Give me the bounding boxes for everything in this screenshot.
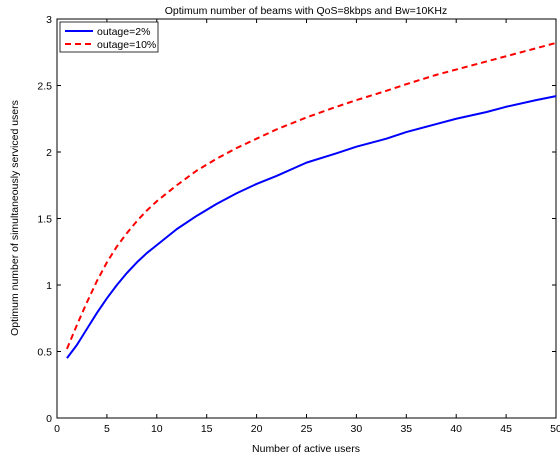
y-tick-label: 0 [46,413,52,425]
y-tick-label: 2.5 [37,81,52,93]
legend-box [59,21,159,53]
chart-title: Optimum number of beams with QoS=8kbps a… [165,5,447,17]
legend: outage=2% outage=10% [59,21,159,53]
series-line-outage-10 [66,41,557,350]
y-tick-label: 3 [46,14,52,26]
x-tick-label: 35 [400,423,412,435]
x-tick-label: 45 [500,423,512,435]
x-axis: 0 5 10 15 20 25 30 35 40 45 50 [54,19,560,435]
x-tick-label: 25 [301,423,313,435]
x-tick-label: 5 [104,423,110,435]
x-tick-label: 15 [201,423,213,435]
x-tick-label: 50 [550,423,560,435]
axes-box [56,18,557,419]
series-layer [66,41,557,359]
legend-label-outage-2: outage=2% [97,26,150,38]
x-tick-label: 0 [54,423,60,435]
x-tick-label: 30 [351,423,363,435]
y-tick-label: 0.5 [37,347,52,359]
x-tick-label: 40 [450,423,462,435]
y-axis: 0 0.5 1 1.5 2 2.5 3 [37,14,556,425]
x-tick-label: 10 [151,423,163,435]
series-line-outage-2 [66,95,557,359]
x-tick-label: 20 [251,423,263,435]
y-axis-label: Optimum number of simultaneously service… [9,100,21,336]
y-tick-label: 1.5 [37,214,52,226]
plot-area [56,18,557,419]
y-tick-label: 2 [46,147,52,159]
legend-label-outage-10: outage=10% [97,39,156,51]
x-axis-label: Number of active users [252,443,360,455]
y-tick-label: 1 [46,280,52,292]
